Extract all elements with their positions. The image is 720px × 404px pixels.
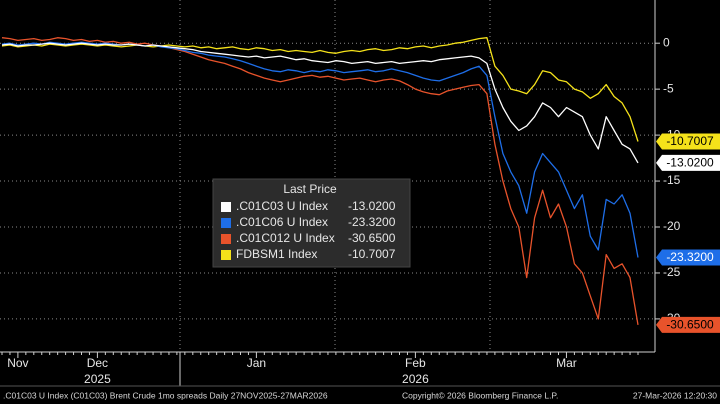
footer-description: .C01C03 U Index (C01C03) Brent Crude 1mo… bbox=[3, 390, 328, 400]
last-value-tag bbox=[656, 133, 720, 150]
legend-value: -30.6500 bbox=[348, 231, 396, 245]
legend-swatch bbox=[221, 250, 231, 260]
legend-label: FDBSM1 Index bbox=[236, 247, 317, 261]
legend-title: Last Price bbox=[283, 182, 337, 196]
legend-value: -23.3200 bbox=[348, 215, 396, 229]
last-value-label: -30.6500 bbox=[666, 318, 714, 332]
series-line bbox=[1, 41, 639, 258]
last-value-label: -13.0200 bbox=[666, 156, 714, 170]
x-tick-label: Dec bbox=[87, 356, 108, 370]
x-tick-label: Mar bbox=[556, 356, 577, 370]
x-tick-label: Nov bbox=[7, 356, 28, 370]
last-value-tag bbox=[656, 249, 720, 266]
legend-value: -13.0200 bbox=[348, 199, 396, 213]
series-line bbox=[1, 42, 639, 164]
footer-timestamp: 27-Mar-2026 12:20:30 bbox=[633, 390, 717, 400]
y-tick-label: -25 bbox=[663, 265, 681, 279]
x-tick-label: Jan bbox=[247, 356, 266, 370]
series-line bbox=[1, 37, 639, 142]
y-tick-label: -15 bbox=[663, 173, 681, 187]
y-tick-label: 0 bbox=[663, 35, 670, 49]
legend-swatch bbox=[221, 202, 231, 212]
series-line bbox=[1, 37, 639, 326]
legend-label: .C01C012 U Index bbox=[236, 231, 335, 245]
legend-label: .C01C03 U Index bbox=[236, 199, 328, 213]
x-tick-label: Feb bbox=[405, 356, 426, 370]
last-value-label: -10.7007 bbox=[666, 134, 714, 148]
grid bbox=[0, 0, 655, 352]
footer-copyright: Copyright© 2026 Bloomberg Finance L.P. bbox=[402, 390, 558, 400]
y-tick-label: -5 bbox=[663, 81, 674, 95]
legend-label: .C01C06 U Index bbox=[236, 215, 328, 229]
legend-box bbox=[212, 178, 411, 268]
last-value-label: -23.3200 bbox=[666, 250, 714, 264]
legend-swatch bbox=[221, 218, 231, 228]
legend-swatch bbox=[221, 234, 231, 244]
last-value-tag bbox=[656, 154, 720, 171]
last-value-tag bbox=[656, 316, 720, 333]
year-label: 2026 bbox=[402, 372, 429, 386]
y-tick-label: -20 bbox=[663, 219, 681, 233]
year-label: 2025 bbox=[84, 372, 111, 386]
legend-value: -10.7007 bbox=[348, 247, 396, 261]
